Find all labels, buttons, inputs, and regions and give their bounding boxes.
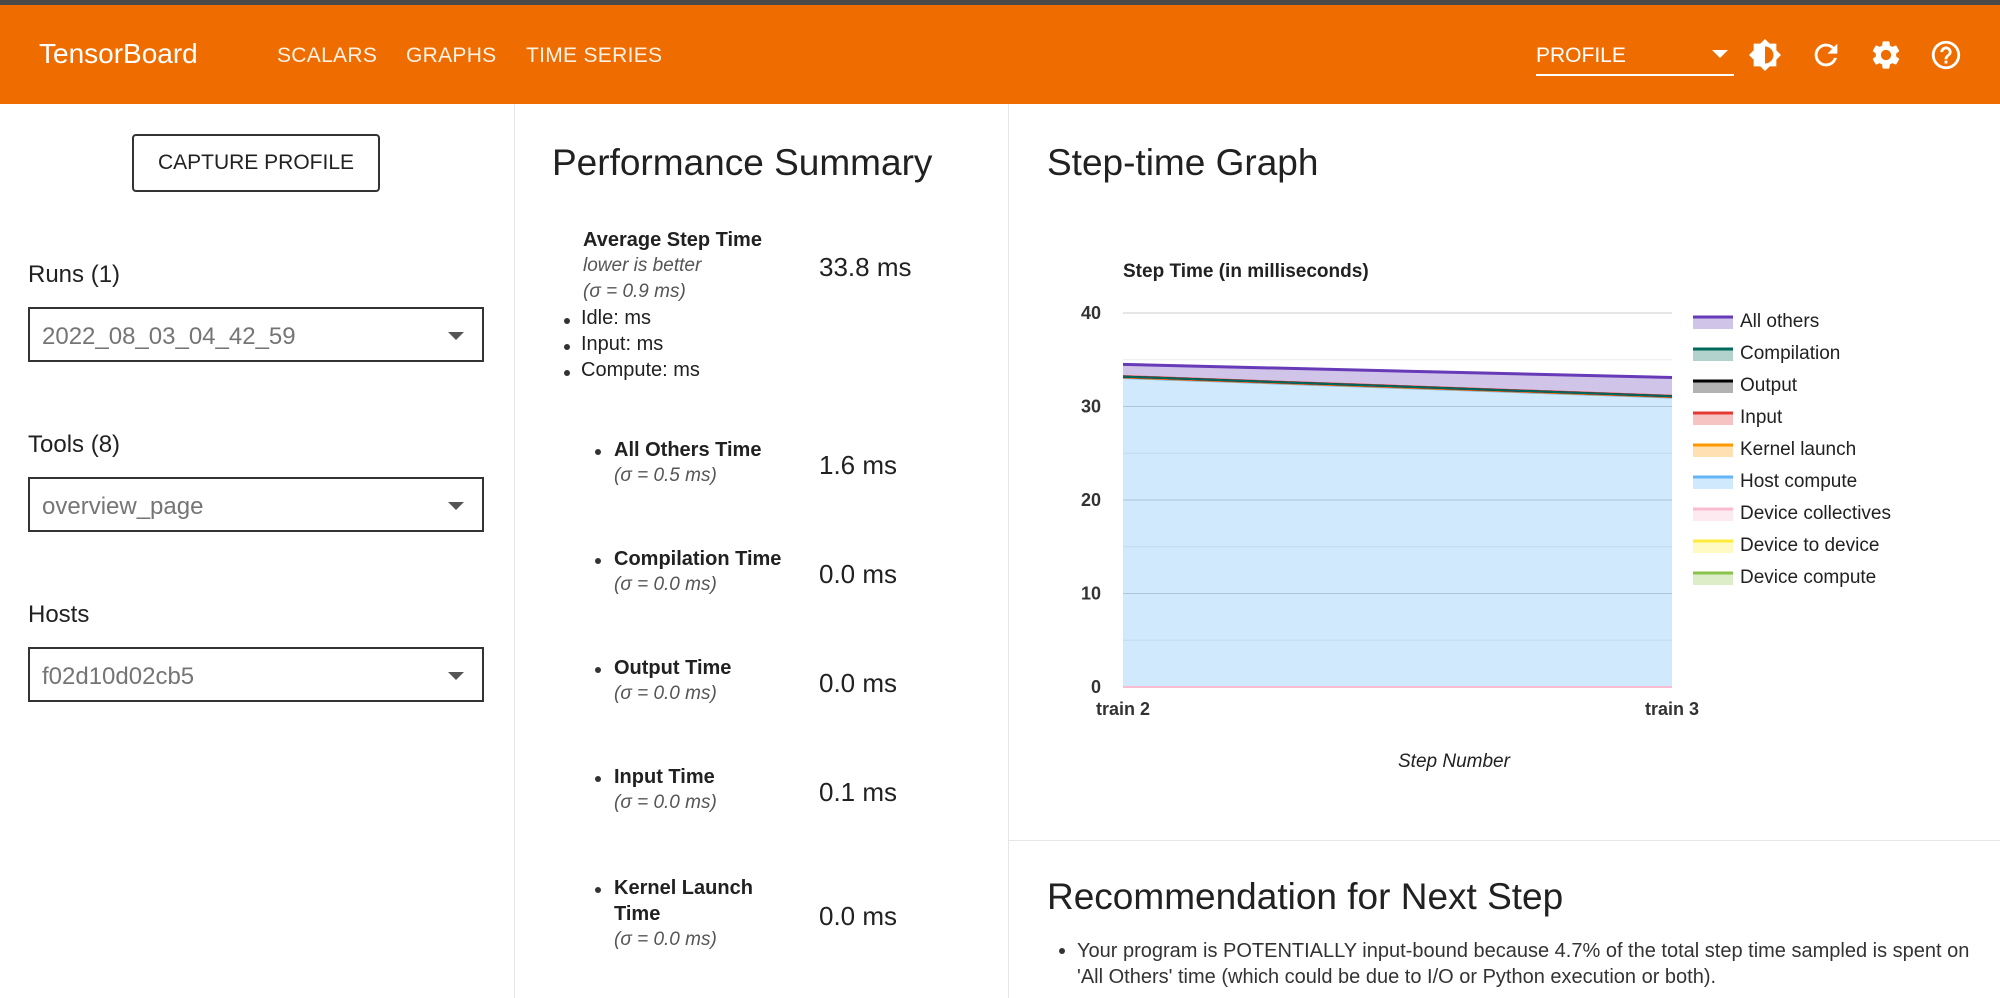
runs-select[interactable]: 2022_08_03_04_42_59 xyxy=(28,307,484,362)
kernel-launch-time-label-line1: Kernel Launch xyxy=(614,877,753,899)
performance-summary-title: Performance Summary xyxy=(552,142,933,183)
bullet xyxy=(1059,948,1065,954)
area-host-compute xyxy=(1123,377,1672,687)
bullet xyxy=(595,558,601,564)
chevron-down-icon xyxy=(448,502,464,510)
line-all-others xyxy=(1122,362,1673,380)
avg-step-time-sigma: (σ = 0.9 ms) xyxy=(583,281,686,302)
hosts-label: Hosts xyxy=(28,601,90,628)
legend-swatch-kernel-launch xyxy=(1693,445,1733,457)
chevron-down-icon xyxy=(448,672,464,680)
refresh-icon[interactable] xyxy=(1809,38,1843,72)
step-time-chart: Step Time (in milliseconds) 0 10 20 30 40 tra… xyxy=(1081,261,1891,772)
legend-label-output: Output xyxy=(1740,375,1798,396)
bullet xyxy=(595,449,601,455)
step-time-graph-panel: Step-time Graph Step Time (in millisecon… xyxy=(1009,104,2000,841)
tool-selector[interactable]: PROFILE xyxy=(1536,38,1734,76)
legend-swatch-device-to-device xyxy=(1693,541,1733,553)
line-compilation xyxy=(1122,375,1673,398)
avg-step-time-label: Average Step Time xyxy=(583,229,762,251)
area-all-others xyxy=(1123,364,1672,397)
bullet xyxy=(595,776,601,782)
legend-swatch-all-others xyxy=(1693,317,1733,329)
legend-label-device-to-device: Device to device xyxy=(1740,535,1879,556)
settings-icon[interactable] xyxy=(1869,38,1903,72)
tool-selector-value: PROFILE xyxy=(1536,44,1626,67)
breakdown-idle: Idle: ms xyxy=(581,307,652,329)
legend-swatch-compilation xyxy=(1693,349,1733,361)
avg-step-time-value: 33.8 ms xyxy=(819,252,912,282)
legend-swatch-input xyxy=(1693,413,1733,425)
all-others-time-value: 1.6 ms xyxy=(819,450,898,480)
top-strip xyxy=(0,0,2000,5)
compilation-time-sigma: (σ = 0.0 ms) xyxy=(614,574,717,595)
y-tick-label: 10 xyxy=(1081,584,1101,604)
chevron-down-icon xyxy=(448,332,464,340)
y-tick-label: 20 xyxy=(1081,490,1101,510)
kernel-launch-time-value: 0.0 ms xyxy=(819,901,898,931)
legend-swatch-output xyxy=(1693,381,1733,393)
output-time-label: Output Time xyxy=(614,657,732,679)
legend-label-all-others: All others xyxy=(1740,311,1819,332)
all-others-time-sigma: (σ = 0.5 ms) xyxy=(614,465,717,486)
app-title[interactable]: TensorBoard xyxy=(39,38,198,69)
legend-label-device-compute: Device compute xyxy=(1740,567,1876,588)
legend-label-input: Input xyxy=(1740,407,1783,428)
tools-label: Tools (8) xyxy=(28,431,121,458)
step-time-graph-title: Step-time Graph xyxy=(1047,142,1319,183)
x-axis-label: Step Number xyxy=(1398,751,1511,772)
bullet xyxy=(564,344,570,350)
nav-graphs[interactable]: GRAPHS xyxy=(406,44,497,67)
legend-label-device-collectives: Device collectives xyxy=(1740,503,1891,524)
bullet xyxy=(595,667,601,673)
hosts-select-value: f02d10d02cb5 xyxy=(42,663,195,690)
nav-scalars[interactable]: SCALARS xyxy=(277,44,378,67)
recommendation-title: Recommendation for Next Step xyxy=(1047,876,1564,917)
nav-time-series[interactable]: TIME SERIES xyxy=(526,44,663,67)
help-icon[interactable] xyxy=(1929,38,1963,72)
tools-select-value: overview_page xyxy=(42,493,204,520)
x-tick-label: train 2 xyxy=(1096,699,1150,719)
y-tick-label: 30 xyxy=(1081,397,1101,417)
compilation-time-label: Compilation Time xyxy=(614,548,782,570)
chart-title: Step Time (in milliseconds) xyxy=(1123,261,1369,282)
tools-select[interactable]: overview_page xyxy=(28,477,484,532)
y-tick-label: 40 xyxy=(1081,303,1101,323)
legend-swatch-host-compute xyxy=(1693,477,1733,489)
bullet xyxy=(564,370,570,376)
y-tick-label: 0 xyxy=(1091,677,1101,697)
legend-label-kernel-launch: Kernel launch xyxy=(1740,439,1856,460)
chevron-down-icon xyxy=(1712,50,1728,58)
input-time-label: Input Time xyxy=(614,766,715,788)
breakdown-input: Input: ms xyxy=(581,333,664,355)
output-time-sigma: (σ = 0.0 ms) xyxy=(614,683,717,704)
legend-label-host-compute: Host compute xyxy=(1740,471,1857,492)
capture-profile-button[interactable]: CAPTURE PROFILE xyxy=(132,134,380,192)
brightness-icon[interactable] xyxy=(1748,38,1782,72)
compilation-time-value: 0.0 ms xyxy=(819,559,898,589)
input-time-sigma: (σ = 0.0 ms) xyxy=(614,792,717,813)
all-others-time-label: All Others Time xyxy=(614,439,762,461)
runs-select-value: 2022_08_03_04_42_59 xyxy=(42,323,296,350)
recommendation-panel: Recommendation for Next Step Your progra… xyxy=(1009,841,2000,998)
recommendation-text: Your program is POTENTIALLY input-bound … xyxy=(1077,940,1970,988)
hosts-select[interactable]: f02d10d02cb5 xyxy=(28,647,484,702)
input-time-value: 0.1 ms xyxy=(819,777,898,807)
bullet xyxy=(595,887,601,893)
kernel-launch-time-sigma: (σ = 0.0 ms) xyxy=(614,929,717,950)
kernel-launch-time-label-line2: Time xyxy=(614,903,661,925)
runs-label: Runs (1) xyxy=(28,261,121,288)
bullet xyxy=(564,318,570,324)
performance-summary-panel: Performance Summary Average Step Time lo… xyxy=(515,104,1009,998)
top-app-bar: TensorBoard SCALARS GRAPHS TIME SERIES P… xyxy=(0,0,2000,104)
avg-step-time-note: lower is better xyxy=(583,255,702,276)
x-tick-label: train 3 xyxy=(1645,699,1699,719)
breakdown-compute: Compute: ms xyxy=(581,359,700,381)
output-time-value: 0.0 ms xyxy=(819,668,898,698)
sidebar: CAPTURE PROFILE Runs (1) 2022_08_03_04_4… xyxy=(0,104,515,998)
legend-swatch-device-collectives xyxy=(1693,509,1733,521)
legend-swatch-device-compute xyxy=(1693,573,1733,585)
legend-label-compilation: Compilation xyxy=(1740,343,1840,364)
